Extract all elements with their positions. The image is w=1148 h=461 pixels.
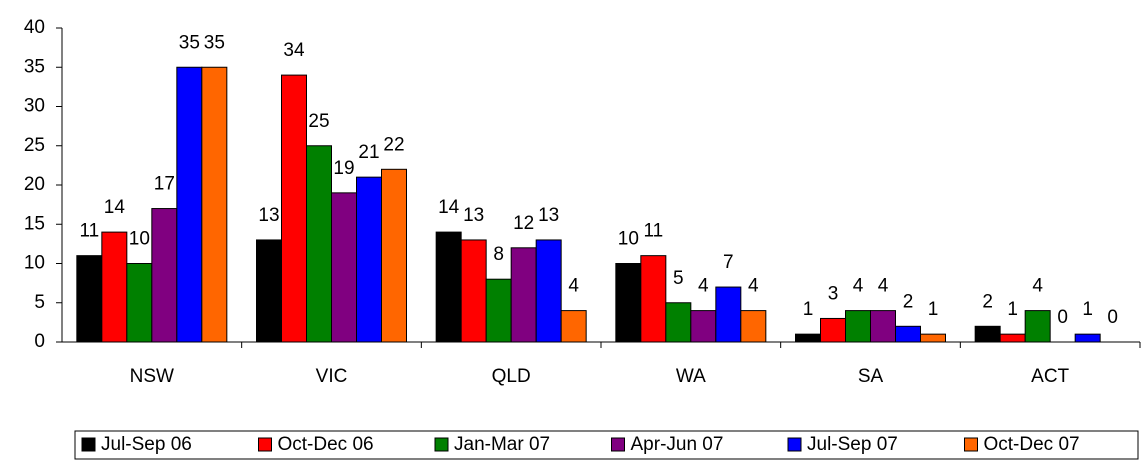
bar bbox=[715, 286, 742, 343]
value-label: 14 bbox=[104, 197, 126, 218]
bar bbox=[256, 239, 282, 343]
value-label: 13 bbox=[538, 205, 559, 226]
value-label: 0 bbox=[1107, 307, 1118, 328]
legend-swatch bbox=[611, 437, 625, 452]
value-label: 12 bbox=[513, 213, 534, 234]
value-label: 35 bbox=[204, 32, 225, 53]
x-tick-label: ACT bbox=[1031, 366, 1069, 387]
value-label: 4 bbox=[748, 276, 759, 297]
legend-label: Jan-Mar 07 bbox=[454, 434, 550, 455]
y-tick-label: 20 bbox=[24, 174, 45, 195]
value-label: 7 bbox=[723, 252, 734, 273]
value-label: 35 bbox=[179, 32, 200, 53]
bar bbox=[560, 310, 587, 343]
y-tick-label: 25 bbox=[24, 135, 45, 156]
value-label: 1 bbox=[803, 299, 814, 320]
y-tick-label: 15 bbox=[24, 213, 45, 234]
bar bbox=[510, 247, 537, 343]
value-label: 22 bbox=[383, 134, 404, 155]
value-label: 17 bbox=[154, 174, 175, 195]
legend-label: Jul-Sep 06 bbox=[101, 434, 192, 455]
value-label: 13 bbox=[258, 205, 279, 226]
y-tick-label: 0 bbox=[34, 331, 45, 352]
x-tick-label: VIC bbox=[316, 366, 348, 387]
bar bbox=[974, 325, 1001, 343]
legend-swatch bbox=[258, 437, 272, 452]
bar bbox=[201, 66, 228, 343]
bar bbox=[101, 231, 128, 343]
bar bbox=[306, 145, 332, 343]
y-tick-label: 35 bbox=[24, 56, 45, 77]
bar bbox=[176, 66, 203, 343]
value-label: 4 bbox=[698, 276, 709, 297]
legend-box bbox=[74, 430, 1139, 460]
bar bbox=[126, 263, 153, 343]
value-label: 3 bbox=[828, 283, 839, 304]
value-label: 19 bbox=[333, 158, 354, 179]
bar bbox=[331, 192, 357, 343]
x-tick-label: WA bbox=[676, 366, 706, 387]
value-label: 21 bbox=[358, 142, 379, 163]
value-label: 2 bbox=[982, 291, 993, 312]
y-tick-label: 5 bbox=[34, 292, 45, 313]
value-label: 1 bbox=[1082, 299, 1093, 320]
bar bbox=[356, 176, 382, 343]
x-tick-label: QLD bbox=[492, 366, 531, 387]
legend-label: Oct-Dec 07 bbox=[984, 434, 1080, 455]
value-label: 13 bbox=[463, 205, 484, 226]
bar bbox=[920, 333, 946, 343]
bar bbox=[1074, 333, 1101, 343]
value-label: 10 bbox=[618, 229, 639, 250]
bar bbox=[435, 231, 462, 343]
bar bbox=[76, 255, 103, 343]
legend-label: Oct-Dec 06 bbox=[278, 434, 374, 455]
value-label: 11 bbox=[643, 221, 663, 242]
bar bbox=[151, 208, 178, 343]
bar bbox=[820, 317, 846, 343]
y-tick-label: 30 bbox=[24, 96, 45, 117]
bar bbox=[640, 255, 667, 343]
value-label: 4 bbox=[853, 276, 864, 297]
bar bbox=[999, 333, 1026, 343]
bar bbox=[535, 239, 562, 343]
bar bbox=[1024, 310, 1051, 343]
bar bbox=[665, 302, 692, 343]
value-label: 11 bbox=[79, 221, 99, 242]
legend-swatch bbox=[434, 437, 449, 452]
value-label: 2 bbox=[903, 291, 914, 312]
value-label: 8 bbox=[493, 244, 504, 265]
value-label: 14 bbox=[438, 197, 460, 218]
bar bbox=[740, 310, 767, 343]
bar bbox=[870, 310, 896, 343]
legend-label: Apr-Jun 07 bbox=[631, 434, 724, 455]
bar bbox=[895, 325, 921, 343]
bar bbox=[690, 310, 717, 343]
bar bbox=[281, 74, 307, 343]
x-tick-label: SA bbox=[858, 366, 884, 387]
bar bbox=[460, 239, 487, 343]
value-label: 1 bbox=[928, 299, 939, 320]
value-label: 5 bbox=[673, 268, 684, 289]
bar bbox=[381, 168, 407, 343]
value-label: 10 bbox=[129, 229, 150, 250]
bar bbox=[485, 278, 512, 343]
value-label: 4 bbox=[568, 276, 579, 297]
legend-swatch bbox=[964, 437, 978, 452]
bar bbox=[845, 310, 871, 343]
legend-swatch bbox=[81, 437, 96, 452]
x-tick-label: NSW bbox=[130, 366, 174, 387]
value-label: 1 bbox=[1007, 299, 1018, 320]
value-label: 34 bbox=[283, 40, 305, 61]
y-tick-label: 40 bbox=[24, 17, 45, 38]
bar bbox=[795, 333, 821, 343]
legend-label: Jul-Sep 07 bbox=[807, 434, 898, 455]
bar bbox=[615, 263, 642, 343]
legend-swatch bbox=[787, 437, 802, 452]
value-label: 4 bbox=[878, 276, 889, 297]
value-label: 25 bbox=[308, 111, 329, 132]
y-tick-label: 10 bbox=[24, 253, 45, 274]
value-label: 0 bbox=[1057, 307, 1068, 328]
value-label: 4 bbox=[1032, 276, 1043, 297]
